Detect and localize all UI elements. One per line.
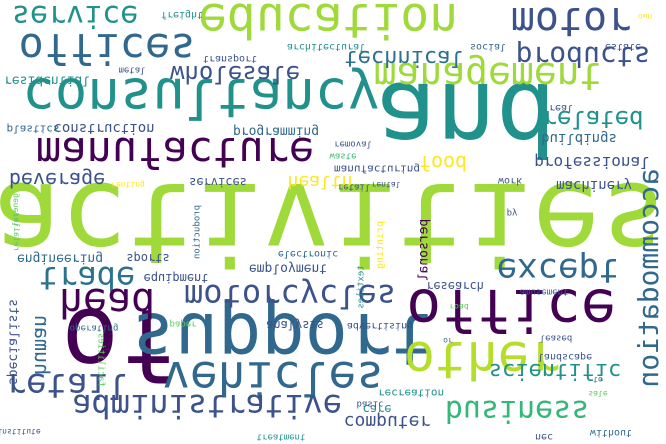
word: road <box>449 302 469 311</box>
word: renting <box>111 180 145 189</box>
word: own <box>637 12 653 21</box>
word: social <box>469 41 507 52</box>
word: estate <box>604 41 642 52</box>
word: production <box>192 204 203 260</box>
word: education <box>197 0 459 48</box>
word: manufacturing <box>333 162 421 176</box>
word: plastics <box>6 122 60 136</box>
word: business <box>444 393 590 428</box>
word: electronic <box>277 248 339 259</box>
word: metal <box>118 64 146 75</box>
word: without <box>589 427 633 438</box>
word: basic <box>356 398 384 409</box>
word: head <box>58 279 156 325</box>
word: construction <box>53 120 155 136</box>
word: machinery <box>556 177 632 193</box>
word: sports <box>126 251 170 265</box>
word: equipment <box>143 271 209 285</box>
word: real <box>548 102 574 113</box>
word: waste <box>329 150 357 161</box>
word: py <box>506 207 518 218</box>
word: printing <box>375 220 386 270</box>
word: freight <box>160 9 204 20</box>
word: retailer <box>12 212 21 252</box>
word: analysis <box>266 318 324 332</box>
word: textiles <box>356 265 367 309</box>
word: sale <box>588 389 608 398</box>
word: programming <box>232 123 320 139</box>
word: services <box>189 175 247 189</box>
word: recreation <box>377 386 445 400</box>
word: engineering <box>16 250 104 266</box>
word: nec <box>534 431 554 442</box>
word: except <box>496 250 620 290</box>
word: service <box>11 0 139 33</box>
word: accommodation <box>632 168 665 388</box>
word: architectural <box>286 41 366 52</box>
word: leased <box>539 332 573 343</box>
word: wholesale <box>169 60 301 88</box>
word: buildings <box>541 130 617 146</box>
word: professional <box>534 153 650 172</box>
word: beverage <box>8 168 106 192</box>
word: personal <box>416 218 432 282</box>
word: to <box>593 375 603 384</box>
word: work <box>497 175 523 186</box>
word: retail <box>5 365 129 405</box>
word: paper <box>169 318 197 329</box>
word: human <box>30 314 54 376</box>
word: landscape <box>537 351 593 362</box>
word: retail <box>337 181 371 192</box>
word: removal <box>334 138 372 149</box>
word: specialists <box>5 298 21 386</box>
word: rental <box>371 180 401 189</box>
word: offices <box>18 24 196 73</box>
word: advertising <box>346 320 414 331</box>
word: food <box>418 151 468 175</box>
word: operating <box>69 322 119 333</box>
word: research <box>426 279 484 293</box>
word: treatment <box>256 431 306 442</box>
word: facilities <box>95 332 106 388</box>
word: motor <box>510 0 632 44</box>
word: transport <box>202 53 258 64</box>
word: institute <box>0 427 41 436</box>
word: residential <box>3 72 91 88</box>
word: amusement <box>519 286 569 297</box>
word: employment <box>248 260 328 276</box>
word: or <box>443 336 453 345</box>
